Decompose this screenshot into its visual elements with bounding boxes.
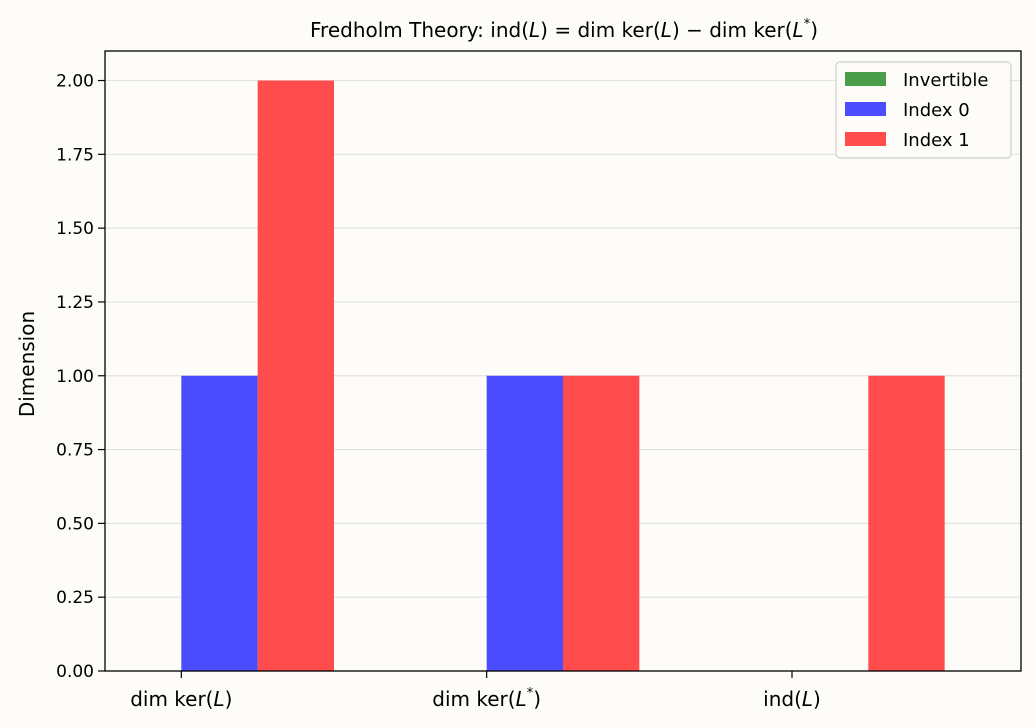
x-tick-label: ind(L) [763,687,821,711]
bar-index-1-2 [868,375,945,671]
y-tick-label: 0.50 [56,514,94,534]
y-tick-label: 0.00 [56,662,94,682]
y-tick-label: 2.00 [56,72,94,92]
y-axis-label: Dimension [15,311,39,417]
bar-index-0-0 [181,375,258,671]
x-ticks: dim ker(L) dim ker(L*) ind(L) [130,671,821,711]
legend-swatch-index-1 [845,132,886,146]
y-tick-label: 0.25 [56,588,94,608]
legend-label: Index 0 [903,100,970,121]
axes-frame [104,50,1022,672]
y-tick-label: 1.00 [56,367,94,387]
x-tick-label: dim ker(L) [130,687,232,711]
chart-title: Fredholm Theory: ind(L) = dim ker(L) − d… [310,17,818,42]
legend-label: Invertible [903,70,988,91]
y-tick-label: 0.75 [56,441,94,461]
bar-index-1-1 [563,375,640,671]
y-tick-label: 1.75 [56,145,94,165]
y-tick-label: 1.25 [56,293,94,313]
y-tick-label: 1.50 [56,219,94,239]
x-tick-label: dim ker(L*) [432,686,541,711]
y-ticks: 0.00 0.25 0.50 0.75 1.00 1.25 1.50 1.75 2.00 [56,72,105,682]
legend-swatch-index-0 [845,102,886,116]
bar-index-0-1 [486,375,563,671]
bars [181,80,945,672]
legend-label: Index 1 [903,130,970,151]
bar-index-1-0 [257,80,334,672]
legend: Invertible Index 0 Index 1 [835,61,1012,159]
legend-swatch-invertible [845,72,886,86]
